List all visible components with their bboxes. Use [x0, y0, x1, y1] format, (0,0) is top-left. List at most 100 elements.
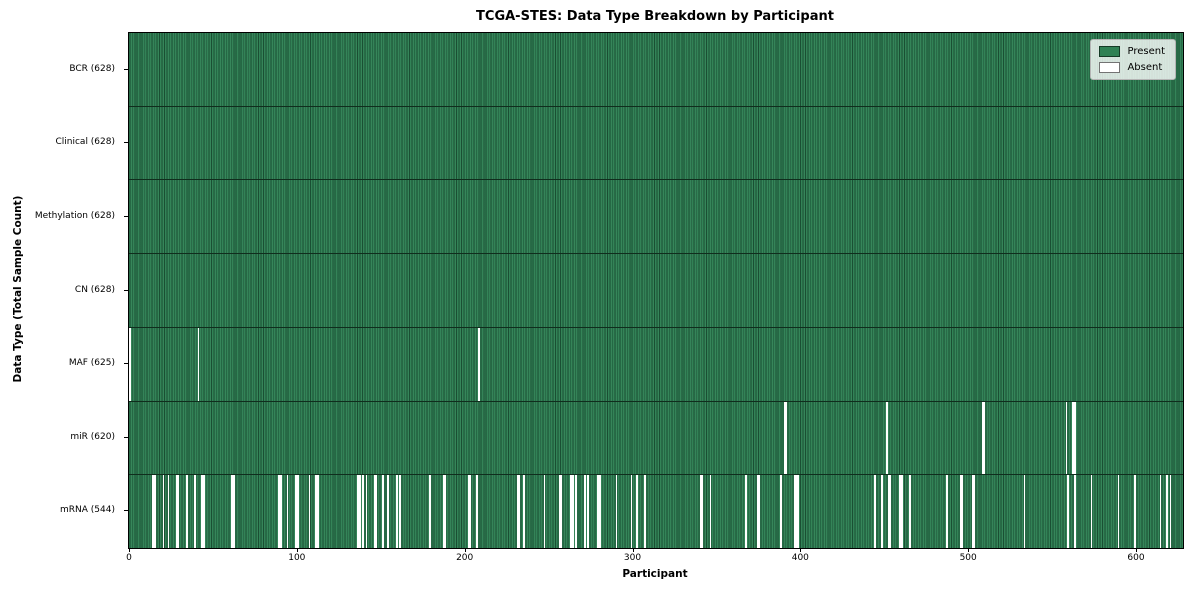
absent-mark — [899, 475, 902, 549]
absent-mark — [901, 475, 903, 549]
absent-mark — [959, 475, 962, 549]
absent-mark — [1073, 401, 1076, 475]
absent-mark — [362, 475, 364, 549]
absent-mark — [429, 475, 432, 549]
absent-mark — [468, 475, 470, 549]
absent-mark — [560, 475, 562, 549]
x-tick-label: 400 — [791, 553, 809, 563]
absent-mark — [630, 475, 633, 549]
absent-mark — [231, 475, 234, 549]
absent-mark — [909, 475, 912, 549]
x-tick-mark — [129, 548, 130, 552]
absent-mark — [709, 475, 712, 549]
x-tick-mark — [632, 548, 634, 552]
absent-mark — [756, 475, 759, 549]
y-tick-mark — [124, 289, 128, 291]
absent-mark — [382, 475, 385, 549]
absent-mark — [177, 475, 180, 549]
absent-mark — [889, 475, 891, 549]
absent-mark — [395, 475, 398, 549]
y-tick-label: Clinical (628) — [55, 137, 115, 148]
absent-mark — [615, 475, 618, 549]
absent-mark — [469, 475, 472, 549]
absent-mark — [523, 475, 526, 549]
absent-swatch-icon — [1099, 62, 1121, 73]
absent-mark — [780, 475, 782, 549]
absent-mark — [357, 475, 359, 549]
cell-edge-texture — [129, 180, 1183, 254]
absent-mark — [597, 475, 599, 549]
absent-mark — [1169, 475, 1172, 549]
absent-mark — [518, 475, 521, 549]
y-tick-label: MAF (625) — [68, 358, 115, 369]
absent-mark — [572, 475, 574, 549]
absent-mark — [444, 475, 447, 549]
absent-mark — [162, 475, 165, 549]
absent-mark — [374, 475, 376, 549]
absent-mark — [558, 475, 561, 549]
y-tick-label: Methylation (628) — [34, 210, 115, 221]
absent-mark — [1023, 475, 1026, 549]
absent-mark — [201, 475, 203, 549]
absent-mark — [1159, 475, 1162, 549]
absent-mark — [598, 475, 601, 549]
absent-mark — [1067, 475, 1069, 549]
absent-mark — [1073, 475, 1076, 549]
absent-mark — [1072, 401, 1074, 475]
cell-edge-texture — [129, 254, 1183, 327]
absent-mark — [280, 475, 282, 549]
absent-mark — [880, 475, 883, 549]
absent-mark — [167, 475, 170, 549]
absent-mark — [874, 475, 876, 549]
legend-label-present: Present — [1127, 46, 1165, 57]
absent-mark — [1134, 475, 1136, 549]
x-tick-label: 0 — [126, 553, 132, 563]
absent-mark — [795, 475, 797, 549]
x-tick-label: 100 — [288, 553, 306, 563]
chart-title: TCGA-STES: Data Type Breakdown by Partic… — [476, 9, 834, 24]
absent-mark — [744, 475, 747, 549]
cell-edge-texture — [129, 33, 1183, 106]
cell-edge-texture — [129, 401, 1183, 475]
absent-mark — [1117, 475, 1120, 549]
absent-mark — [575, 475, 578, 549]
absent-mark — [399, 475, 401, 549]
absent-mark — [758, 475, 761, 549]
legend-entry-absent: Absent — [1099, 62, 1165, 73]
absent-mark — [315, 475, 317, 549]
x-tick-mark — [968, 548, 970, 552]
y-tick-mark — [124, 215, 128, 217]
y-tick-mark — [124, 142, 128, 144]
x-axis-title: Participant — [622, 568, 688, 580]
x-tick-label: 600 — [1127, 553, 1145, 563]
absent-mark — [793, 475, 796, 549]
absent-mark — [783, 401, 786, 475]
y-tick-label: CN (628) — [74, 284, 115, 295]
absent-mark — [1090, 475, 1093, 549]
y-tick-label: miR (620) — [70, 431, 115, 442]
y-tick-mark — [124, 363, 128, 365]
x-tick-label: 200 — [456, 553, 474, 563]
absent-mark — [129, 327, 131, 401]
y-tick-mark — [124, 510, 128, 512]
absent-mark — [308, 475, 311, 549]
row-mir — [129, 400, 1183, 475]
absent-mark — [365, 475, 368, 549]
absent-mark — [1166, 475, 1168, 549]
absent-mark — [971, 475, 974, 549]
cell-edge-texture — [129, 475, 1183, 549]
legend: Present Absent — [1090, 39, 1176, 80]
absent-mark — [796, 475, 799, 549]
absent-mark — [442, 475, 445, 549]
absent-mark — [476, 475, 479, 549]
absent-mark — [316, 475, 319, 549]
x-tick-mark — [296, 548, 298, 552]
absent-mark — [478, 327, 480, 401]
row-clinical — [129, 105, 1183, 180]
absent-mark — [635, 475, 638, 549]
absent-mark — [154, 475, 156, 549]
absent-mark — [570, 475, 573, 549]
absent-mark — [983, 401, 985, 475]
y-tick-mark — [124, 436, 128, 438]
absent-mark — [194, 475, 197, 549]
